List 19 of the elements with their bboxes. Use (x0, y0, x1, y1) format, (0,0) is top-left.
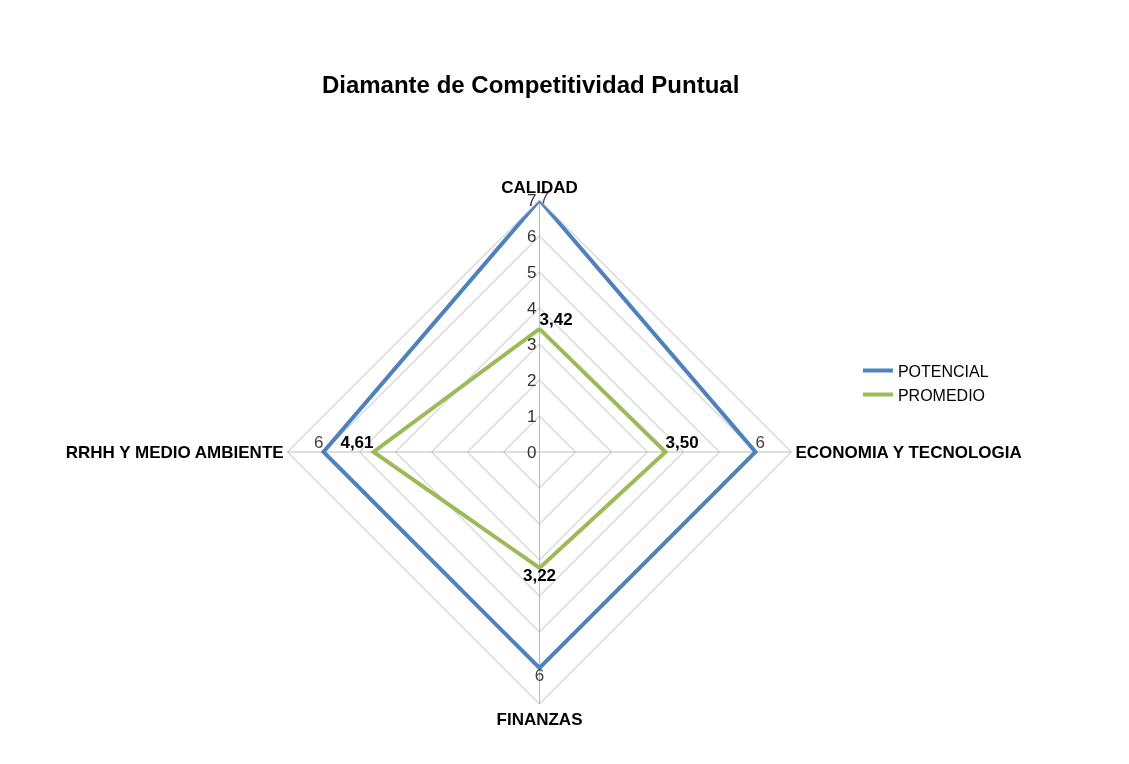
data-label: 3,22 (522, 565, 557, 585)
legend-label: POTENCIAL (897, 362, 989, 380)
data-label: 6 (755, 432, 765, 452)
spoke-label: FINANZAS (496, 709, 583, 729)
y-tick-label: 2 (526, 370, 537, 390)
y-tick-label: 0 (526, 442, 537, 462)
y-tick-label: 6 (526, 226, 537, 246)
legend-label: PROMEDIO (897, 386, 986, 404)
y-tick-label: 4 (526, 298, 537, 318)
data-label: 6 (314, 432, 324, 452)
chart-title: Diamante de Competitividad Puntual (321, 71, 740, 99)
y-tick-label: 1 (526, 406, 537, 426)
y-tick-label: 3 (526, 334, 537, 354)
data-label: 3,50 (665, 432, 699, 452)
data-label: 4,61 (340, 432, 374, 452)
y-tick-label: 5 (526, 262, 537, 282)
spoke-label: RRHH Y MEDIO AMBIENTE (65, 442, 284, 462)
data-label: 3,42 (539, 309, 573, 329)
spoke-label: ECONOMIA Y TECNOLOGIA (795, 442, 1022, 462)
